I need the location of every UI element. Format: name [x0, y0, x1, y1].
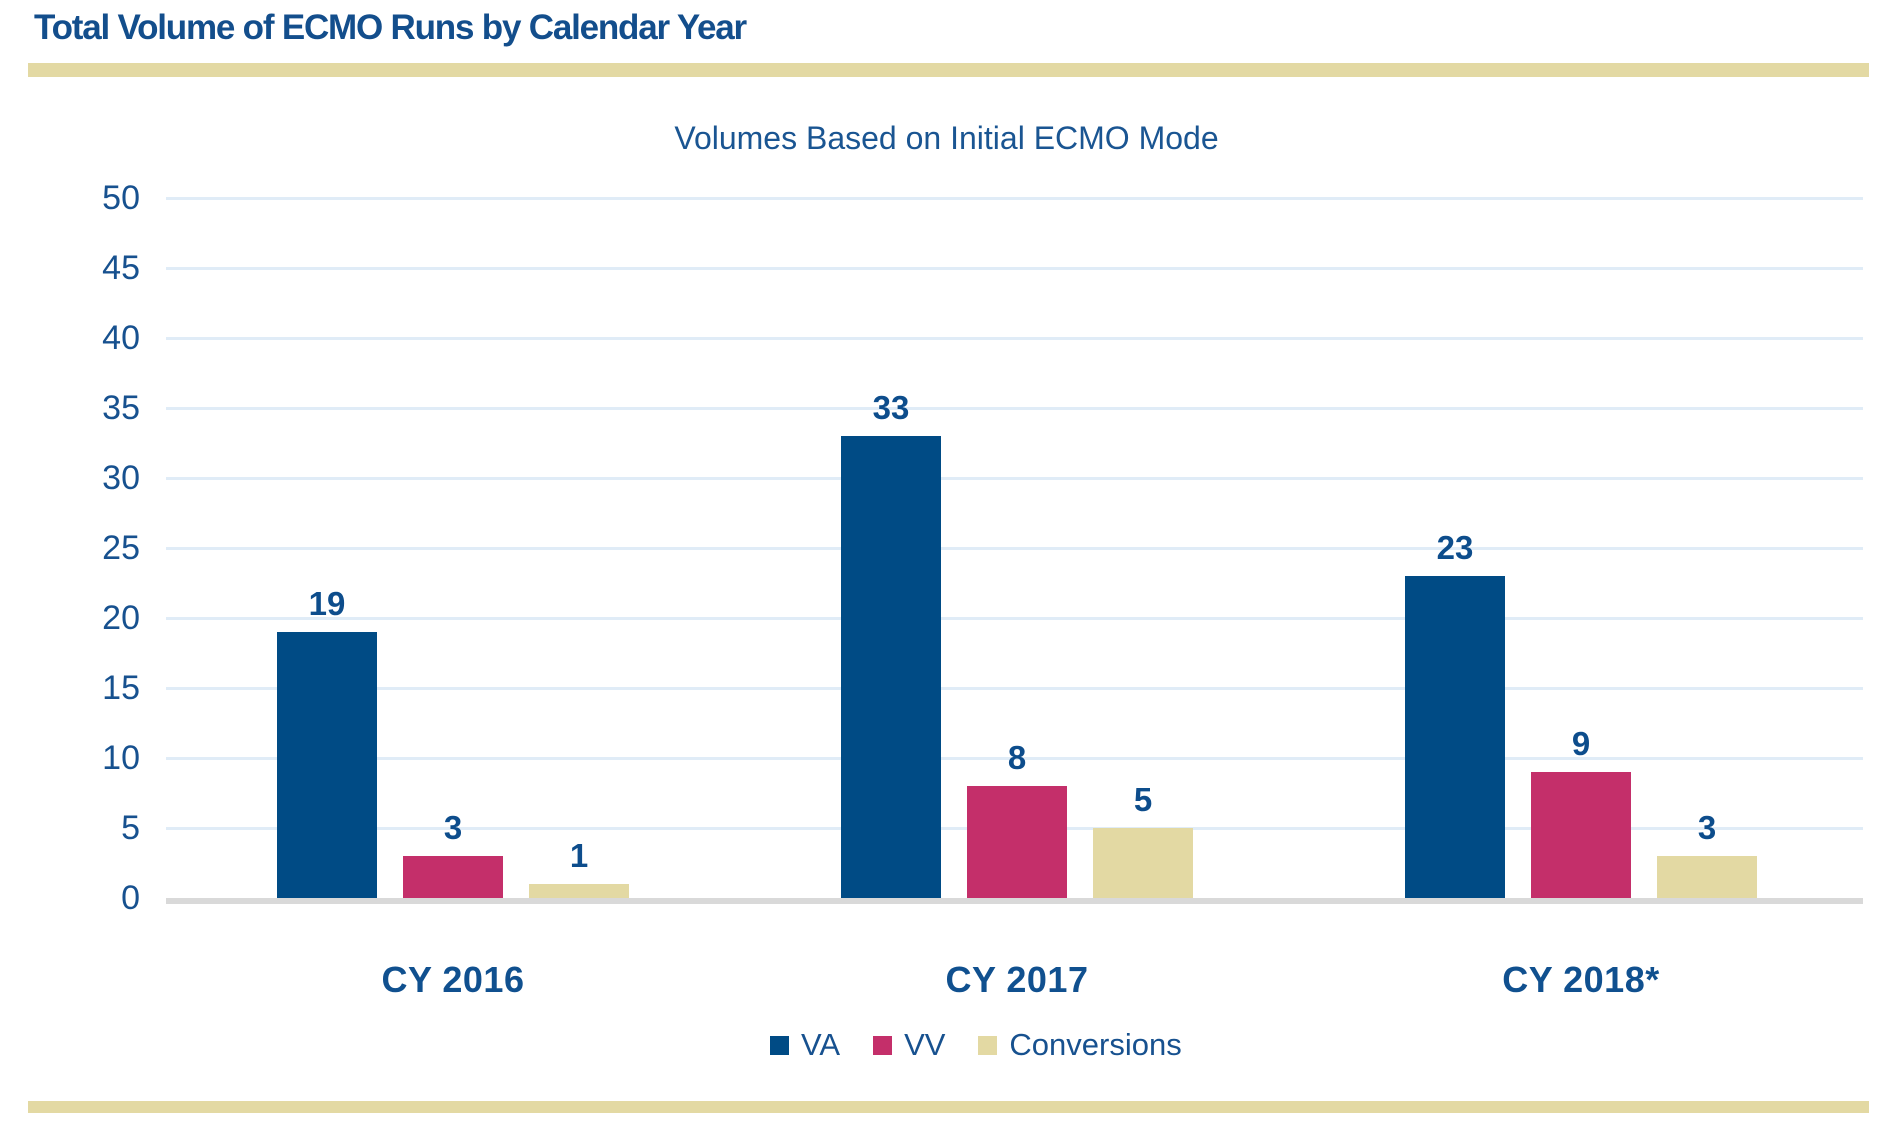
top-divider-rule — [28, 63, 1869, 77]
legend-item-va: VA — [770, 1026, 840, 1064]
legend-swatch-icon-vv — [873, 1035, 893, 1055]
bar-conversions-cy-2016 — [529, 884, 629, 898]
y-tick-30: 30 — [102, 459, 140, 497]
value-label-vv-cy-2017: 8 — [1007, 739, 1027, 776]
gridline-15 — [166, 687, 1863, 690]
chart-legend: VA VV Conversions — [770, 1026, 1182, 1064]
legend-label-va: VA — [801, 1027, 841, 1062]
bar-conversions-cy-2017 — [1093, 828, 1193, 898]
legend-swatch-icon-va — [770, 1035, 789, 1055]
legend-item-vv: VV — [873, 1026, 945, 1064]
page-title: Total Volume of ECMO Runs by Calendar Ye… — [34, 8, 747, 47]
value-label-vv-cy-2018: 9 — [1571, 725, 1591, 762]
bottom-divider-rule — [28, 1101, 1869, 1113]
y-tick-20: 20 — [102, 599, 140, 637]
gridline-10 — [166, 757, 1863, 760]
gridline-35 — [166, 407, 1863, 410]
y-tick-50: 50 — [102, 179, 140, 217]
y-tick-0: 0 — [121, 879, 140, 917]
y-tick-45: 45 — [102, 249, 140, 287]
legend-label-conversions: Conversions — [1009, 1027, 1182, 1062]
bar-vv-cy-2017 — [967, 786, 1067, 898]
y-tick-10: 10 — [102, 739, 140, 777]
gridline-50 — [166, 197, 1863, 200]
bar-va-cy-2018 — [1405, 576, 1505, 898]
bar-vv-cy-2016 — [403, 856, 503, 898]
x-label-cy-2018: CY 2018* — [1502, 959, 1660, 1000]
value-label-va-cy-2018: 23 — [1436, 529, 1474, 566]
bar-va-cy-2016 — [277, 632, 377, 898]
y-tick-40: 40 — [102, 319, 140, 357]
chart-title: Volumes Based on Initial ECMO Mode — [674, 120, 1219, 156]
y-tick-25: 25 — [102, 529, 140, 567]
gridline-25 — [166, 547, 1863, 550]
gridline-45 — [166, 267, 1863, 270]
legend-swatch-icon-conversions — [978, 1035, 998, 1055]
value-label-conversions-cy-2017: 5 — [1133, 781, 1153, 818]
gridline-20 — [166, 617, 1863, 620]
bar-conversions-cy-2018 — [1657, 856, 1757, 898]
x-label-cy-2016: CY 2016 — [381, 959, 525, 1000]
value-label-vv-cy-2016: 3 — [443, 809, 463, 846]
gridline-40 — [166, 337, 1863, 340]
value-label-conversions-cy-2016: 1 — [569, 837, 589, 874]
value-label-conversions-cy-2018: 3 — [1697, 809, 1717, 846]
bar-vv-cy-2018 — [1531, 772, 1631, 898]
bar-va-cy-2017 — [841, 436, 941, 898]
gridline-30 — [166, 477, 1863, 480]
x-label-cy-2017: CY 2017 — [945, 959, 1089, 1000]
x-axis-line — [166, 898, 1863, 904]
legend-item-conversions: Conversions — [978, 1026, 1182, 1064]
value-label-va-cy-2016: 19 — [308, 585, 346, 622]
legend-label-vv: VV — [904, 1027, 946, 1062]
y-tick-35: 35 — [102, 389, 140, 427]
y-tick-15: 15 — [102, 669, 140, 707]
y-tick-5: 5 — [121, 809, 140, 847]
value-label-va-cy-2017: 33 — [872, 389, 910, 426]
